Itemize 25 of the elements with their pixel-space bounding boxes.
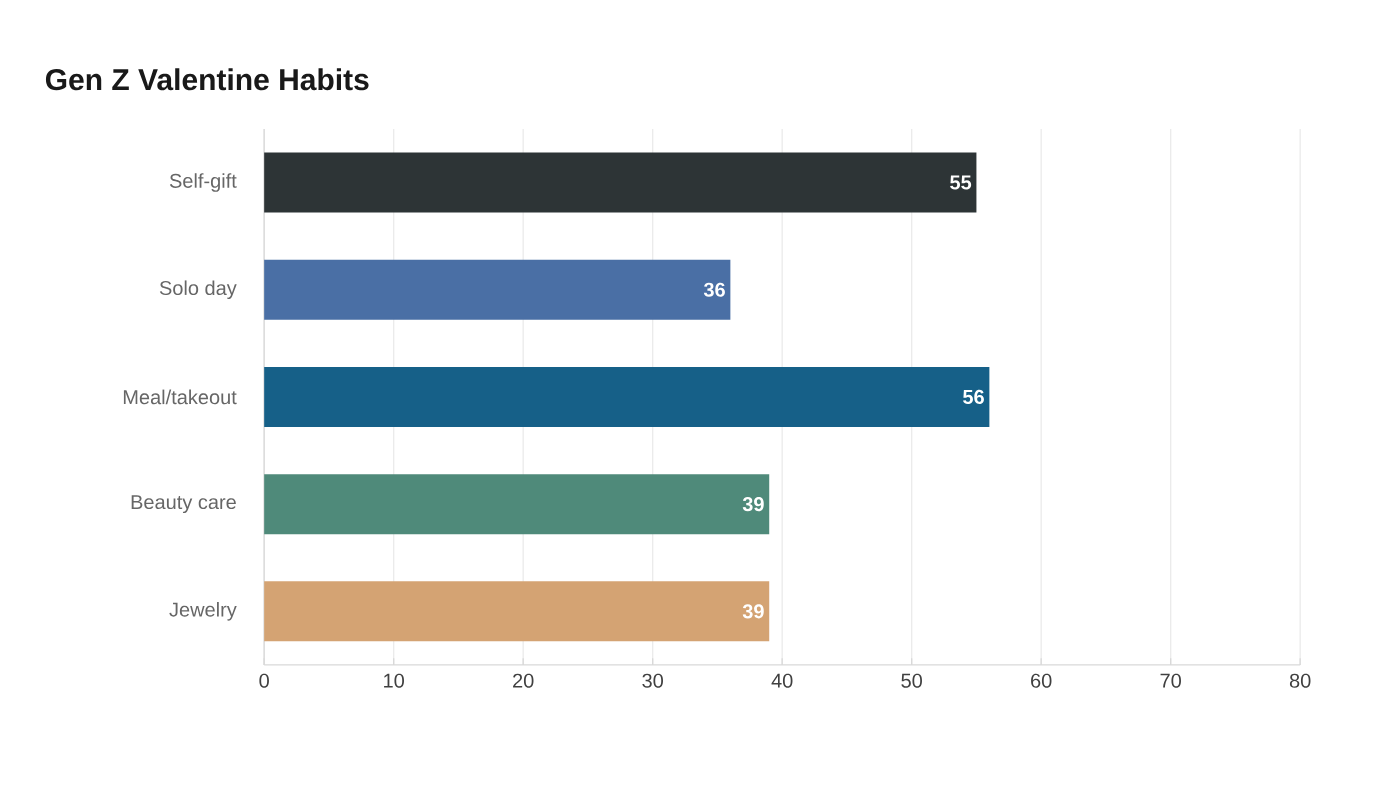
y-tick-label: Solo day (159, 280, 237, 300)
x-tick-label: 20 (513, 673, 534, 688)
data-label: 39 (742, 497, 764, 512)
x-tick-label: 10 (384, 673, 405, 688)
y-tick-label: Meal/takeout (123, 389, 237, 405)
x-tick-label: 30 (642, 673, 663, 688)
y-tick-label: Self-gift (169, 173, 237, 192)
bar (264, 259, 731, 320)
bar (264, 474, 770, 535)
chart-title: Gen Z Valentine Habits (45, 68, 369, 91)
data-label: 36 (703, 282, 725, 297)
x-tick-label: 80 (1289, 673, 1311, 688)
x-tick-label: 70 (1160, 673, 1181, 688)
x-tick-label: 0 (259, 673, 269, 688)
bar (264, 366, 990, 427)
data-label: 39 (742, 604, 764, 619)
bar (264, 152, 977, 213)
x-tick-label: 60 (1031, 673, 1052, 688)
x-tick-label: 40 (771, 673, 793, 688)
y-tick-label: Jewelry (169, 602, 237, 621)
x-tick-label: 50 (901, 673, 922, 688)
data-label: 56 (963, 389, 984, 405)
data-label: 55 (950, 175, 972, 190)
y-tick-label: Beauty care (131, 495, 236, 514)
bar (264, 581, 770, 642)
